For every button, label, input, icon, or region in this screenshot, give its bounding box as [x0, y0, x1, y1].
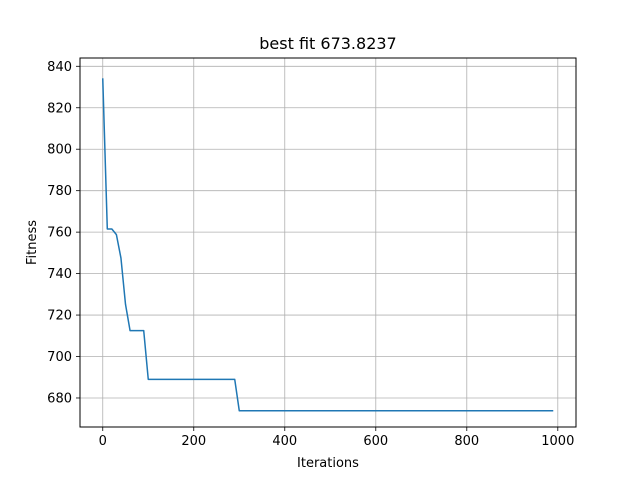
x-tick-label: 600 [363, 434, 388, 449]
x-tick-label: 800 [454, 434, 479, 449]
y-tick-label: 760 [47, 226, 72, 241]
x-tick-label: 1000 [541, 434, 574, 449]
series-layer [102, 78, 554, 412]
y-tick-label: 740 [47, 267, 72, 282]
x-axis-label: Iterations [297, 456, 359, 471]
y-tick-label: 800 [47, 143, 72, 158]
plot-frame [79, 57, 577, 428]
series-line [102, 78, 554, 412]
chart-title: best fit 673.8237 [259, 34, 396, 53]
y-tick-label: 720 [47, 309, 72, 324]
y-tick-label: 680 [47, 391, 72, 406]
y-axis-label: Fitness [25, 220, 40, 265]
x-tick-label: 400 [272, 434, 297, 449]
x-tick-label: 200 [181, 434, 206, 449]
ticks: 0 200 400 600 800 1000 680 700 720 740 760 780 800 82… [47, 60, 574, 449]
y-tick-label: 780 [47, 184, 72, 199]
x-tick-label: 0 [99, 434, 107, 449]
grid [80, 58, 576, 427]
y-tick-label: 700 [47, 350, 72, 365]
y-tick-label: 840 [47, 60, 72, 75]
y-tick-label: 820 [47, 101, 72, 116]
